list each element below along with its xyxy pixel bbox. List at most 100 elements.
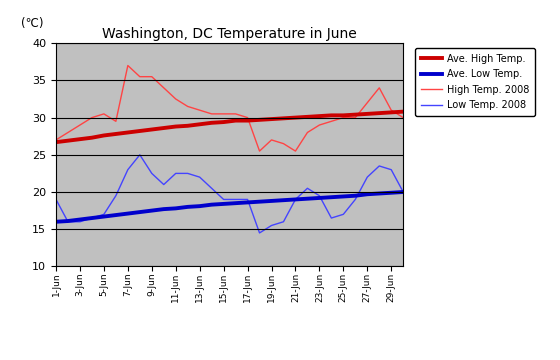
Low Temp. 2008 — [88, 216, 95, 220]
High Temp. 2008 — [364, 100, 371, 105]
Low Temp. 2008 — [113, 194, 119, 198]
Low Temp. 2008 — [316, 194, 323, 198]
Ave. Low Temp. — [137, 210, 143, 214]
High Temp. 2008 — [280, 141, 287, 146]
Ave. High Temp. — [364, 112, 371, 116]
High Temp. 2008 — [172, 97, 179, 101]
High Temp. 2008 — [388, 108, 395, 112]
Low Temp. 2008 — [53, 197, 59, 202]
Ave. High Temp. — [184, 123, 191, 128]
Ave. Low Temp. — [77, 217, 83, 222]
Ave. High Temp. — [316, 114, 323, 118]
Ave. High Temp. — [88, 135, 95, 140]
Ave. High Temp. — [280, 116, 287, 121]
High Temp. 2008 — [101, 112, 108, 116]
Low Temp. 2008 — [280, 220, 287, 224]
High Temp. 2008 — [328, 119, 335, 123]
High Temp. 2008 — [77, 123, 83, 127]
Ave. High Temp. — [208, 121, 215, 125]
Ave. High Temp. — [388, 110, 395, 114]
High Temp. 2008 — [137, 75, 143, 79]
Low Temp. 2008 — [376, 164, 382, 168]
Ave. Low Temp. — [280, 198, 287, 202]
Ave. High Temp. — [137, 129, 143, 133]
Ave. High Temp. — [244, 118, 251, 123]
Ave. Low Temp. — [101, 215, 108, 219]
Ave. High Temp. — [304, 115, 311, 119]
Ave. Low Temp. — [64, 219, 71, 223]
Low Temp. 2008 — [172, 171, 179, 176]
Ave. Low Temp. — [220, 202, 227, 206]
Low Temp. 2008 — [292, 197, 299, 202]
Ave. High Temp. — [232, 118, 239, 123]
High Temp. 2008 — [160, 86, 167, 90]
Ave. High Temp. — [352, 112, 358, 117]
Ave. High Temp. — [77, 137, 83, 141]
Ave. Low Temp. — [197, 204, 203, 208]
Line: Low Temp. 2008: Low Temp. 2008 — [56, 155, 403, 233]
High Temp. 2008 — [53, 138, 59, 142]
Ave. Low Temp. — [113, 213, 119, 217]
Ave. Low Temp. — [352, 194, 358, 198]
Ave. High Temp. — [376, 111, 382, 115]
Low Temp. 2008 — [124, 167, 131, 172]
Line: Ave. High Temp.: Ave. High Temp. — [56, 112, 403, 142]
Ave. Low Temp. — [88, 216, 95, 220]
High Temp. 2008 — [304, 130, 311, 135]
High Temp. 2008 — [220, 112, 227, 116]
Low Temp. 2008 — [160, 183, 167, 187]
Low Temp. 2008 — [364, 175, 371, 179]
Ave. Low Temp. — [160, 207, 167, 211]
High Temp. 2008 — [124, 63, 131, 68]
Low Temp. 2008 — [304, 186, 311, 190]
Ave. High Temp. — [53, 140, 59, 144]
Line: High Temp. 2008: High Temp. 2008 — [56, 66, 403, 151]
High Temp. 2008 — [113, 119, 119, 123]
High Temp. 2008 — [376, 86, 382, 90]
High Temp. 2008 — [268, 138, 275, 142]
Ave. Low Temp. — [364, 192, 371, 197]
Ave. Low Temp. — [304, 197, 311, 201]
Ave. Low Temp. — [328, 195, 335, 199]
Ave. Low Temp. — [172, 206, 179, 211]
Low Temp. 2008 — [101, 212, 108, 216]
High Temp. 2008 — [64, 130, 71, 135]
Ave. Low Temp. — [268, 199, 275, 203]
Ave. Low Temp. — [376, 191, 382, 195]
Ave. High Temp. — [64, 139, 71, 143]
Ave. High Temp. — [268, 117, 275, 121]
High Temp. 2008 — [232, 112, 239, 116]
Ave. High Temp. — [220, 120, 227, 124]
Ave. Low Temp. — [184, 205, 191, 209]
Ave. Low Temp. — [388, 190, 395, 195]
Ave. Low Temp. — [208, 202, 215, 207]
Low Temp. 2008 — [148, 171, 155, 176]
Low Temp. 2008 — [77, 220, 83, 224]
Ave. Low Temp. — [124, 211, 131, 216]
High Temp. 2008 — [316, 123, 323, 127]
High Temp. 2008 — [197, 108, 203, 112]
Low Temp. 2008 — [328, 216, 335, 220]
Ave. High Temp. — [328, 113, 335, 117]
Ave. Low Temp. — [340, 194, 347, 199]
Low Temp. 2008 — [220, 197, 227, 202]
Low Temp. 2008 — [137, 153, 143, 157]
High Temp. 2008 — [208, 112, 215, 116]
Ave. Low Temp. — [232, 201, 239, 205]
Ave. Low Temp. — [292, 197, 299, 202]
Ave. Low Temp. — [244, 200, 251, 204]
Ave. Low Temp. — [256, 199, 263, 204]
Low Temp. 2008 — [352, 197, 358, 202]
Line: Ave. Low Temp.: Ave. Low Temp. — [56, 192, 403, 222]
Ave. High Temp. — [101, 133, 108, 138]
Low Temp. 2008 — [64, 220, 71, 224]
Ave. High Temp. — [340, 113, 347, 117]
Ave. Low Temp. — [53, 220, 59, 224]
Low Temp. 2008 — [197, 175, 203, 179]
Low Temp. 2008 — [400, 190, 407, 194]
High Temp. 2008 — [244, 116, 251, 120]
Low Temp. 2008 — [208, 186, 215, 190]
Low Temp. 2008 — [388, 167, 395, 172]
High Temp. 2008 — [292, 149, 299, 153]
High Temp. 2008 — [148, 75, 155, 79]
